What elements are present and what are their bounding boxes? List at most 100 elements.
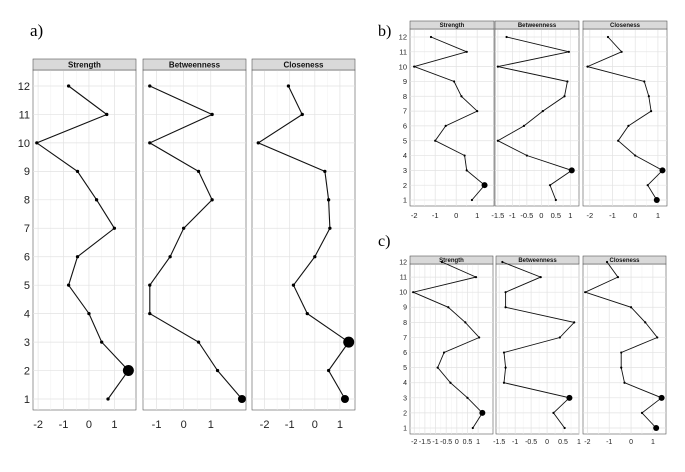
series-line-strength <box>35 85 130 400</box>
y-tick-label: 12 <box>18 81 30 93</box>
data-point <box>620 351 623 354</box>
data-point <box>644 321 647 324</box>
y-tick-label: 8 <box>403 320 407 327</box>
x-tick-label: -1 <box>152 419 162 431</box>
data-point <box>464 321 467 324</box>
facet-strength: Strength -2 -1 0 1 <box>32 58 137 431</box>
y-tick-label: 5 <box>403 365 407 372</box>
x-tick-label: 1 <box>568 211 572 220</box>
data-point <box>434 139 437 142</box>
data-point <box>442 351 446 354</box>
data-point <box>629 306 633 309</box>
chart-panel-2: c)Strength-2 -1.5 -1 -0.5 0 0.5 1Betweenness-1… <box>378 233 667 446</box>
data-point <box>215 368 220 373</box>
series-line-closeness <box>586 36 664 201</box>
facet-strip <box>251 58 356 71</box>
data-point <box>122 365 134 377</box>
data-point <box>470 198 474 202</box>
data-point <box>658 394 665 401</box>
data-point <box>646 184 649 187</box>
y-tick-label: 3 <box>403 395 407 402</box>
data-point <box>444 124 447 128</box>
x-tick-label: -1 <box>609 211 616 220</box>
x-tick-label: 0 <box>633 211 637 220</box>
data-point <box>210 198 214 202</box>
y-tick-label: 3 <box>24 337 30 349</box>
series-line-betweenness <box>502 261 576 429</box>
plot-area <box>409 28 495 207</box>
data-point <box>471 426 474 430</box>
data-point <box>182 226 186 230</box>
y-tick-label: 3 <box>403 166 407 175</box>
facet-title: Betweenness <box>518 23 557 29</box>
data-point <box>620 50 623 53</box>
data-point <box>567 50 570 53</box>
y-tick-label: 12 <box>399 33 407 42</box>
facet-strip <box>582 20 668 30</box>
facet-title: Strength <box>440 23 465 29</box>
data-point <box>502 351 506 354</box>
data-point <box>568 167 575 174</box>
data-point <box>100 340 104 344</box>
data-point <box>502 381 506 384</box>
x-tick-label: -1 <box>606 439 612 446</box>
x-tick-label: 0 <box>629 439 633 446</box>
y-tick-label: 9 <box>24 166 30 178</box>
data-point <box>566 394 573 401</box>
data-point <box>640 411 644 415</box>
y-tick-label: 1 <box>403 196 407 205</box>
facet-strip <box>409 255 494 265</box>
x-tick-label: -1.5 <box>491 211 504 220</box>
y-tick-label: 7 <box>24 223 30 235</box>
y-tick-label: 1 <box>24 394 30 406</box>
data-point <box>481 182 488 189</box>
chart-panel-1: b) Strength -2 -1 0 1 Betweenness -1.5 -1 -0.5 0 0.… <box>378 20 668 220</box>
x-tick-label: -2 <box>260 419 270 431</box>
data-point <box>558 336 561 339</box>
y-tick-label: 4 <box>403 151 407 160</box>
facet-betweenness: Betweenness -1.5 -1 -0.5 0 0.5 1 <box>493 255 581 446</box>
data-point <box>148 141 152 145</box>
series-line-strength <box>412 36 486 201</box>
data-point <box>525 154 528 157</box>
y-tick-label: 7 <box>403 335 407 342</box>
x-tick-label: 0.5 <box>463 439 473 446</box>
data-point <box>496 139 499 142</box>
x-tick-label: 1 <box>476 439 480 446</box>
data-point <box>548 184 552 187</box>
y-tick-label: 6 <box>403 122 407 131</box>
data-point <box>552 411 555 415</box>
x-tick-label: -2 <box>411 211 418 220</box>
data-point <box>196 340 201 344</box>
data-point <box>554 198 557 202</box>
data-point <box>501 260 504 264</box>
x-tick-label: -1 <box>285 419 295 431</box>
x-tick-label: 1 <box>656 211 660 220</box>
x-tick-label: 0 <box>454 211 458 220</box>
facet-strip <box>142 58 247 71</box>
data-point <box>465 50 468 53</box>
y-tick-label: 12 <box>399 259 407 266</box>
data-point <box>643 80 646 83</box>
x-tick-label: -1 <box>509 211 516 220</box>
data-point <box>627 124 630 128</box>
data-point <box>300 112 304 117</box>
y-tick-label: 10 <box>18 138 30 150</box>
data-point <box>466 396 469 399</box>
data-point <box>656 336 659 339</box>
data-point <box>479 409 486 416</box>
panel-label: a) <box>30 21 43 40</box>
data-point <box>539 275 542 279</box>
data-point <box>463 154 466 157</box>
facet-strip <box>32 58 137 71</box>
data-point <box>94 198 99 202</box>
x-tick-label: 0.5 <box>551 211 561 220</box>
data-point <box>237 395 246 403</box>
data-point <box>66 283 71 287</box>
data-point <box>447 306 450 309</box>
data-point <box>620 366 623 369</box>
x-tick-label: 0.5 <box>558 439 568 446</box>
plot-area <box>494 28 580 207</box>
x-tick-label: -2 <box>411 439 417 446</box>
